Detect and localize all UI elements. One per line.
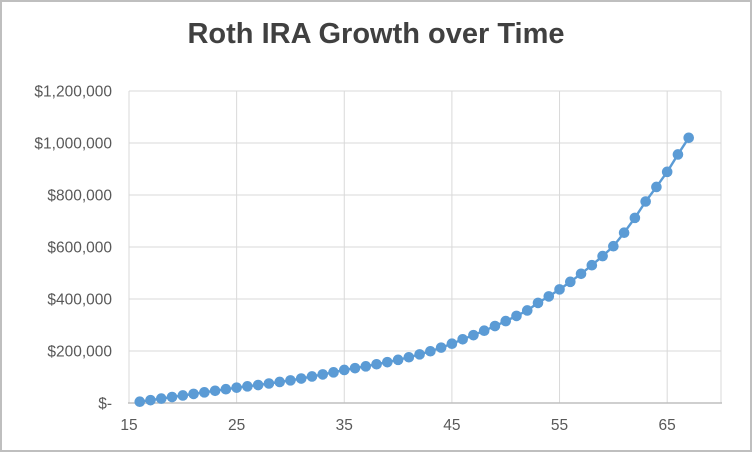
data-point [166, 391, 178, 403]
data-point [263, 378, 275, 389]
data-point [565, 276, 576, 288]
x-tick-label: 25 [228, 417, 245, 434]
data-point [683, 132, 695, 144]
data-point [317, 369, 329, 380]
data-point [661, 166, 673, 178]
data-point [511, 310, 522, 322]
data-point [672, 149, 684, 160]
data-point [403, 351, 415, 363]
y-tick-label: $1,000,000 [34, 136, 112, 153]
y-tick-label: $800,000 [47, 188, 112, 205]
data-point [521, 305, 533, 316]
data-point [651, 181, 662, 193]
data-point [360, 361, 372, 372]
data-point [177, 390, 189, 401]
y-tick-label: $200,000 [47, 344, 112, 361]
data-point [145, 394, 156, 406]
chart-title: Roth IRA Growth over Time [187, 18, 565, 50]
data-point [640, 196, 651, 207]
data-point [618, 227, 630, 238]
data-point [608, 240, 619, 252]
data-point [231, 382, 242, 393]
data-point [338, 364, 350, 376]
data-point [285, 375, 296, 386]
data-point [414, 349, 425, 360]
data-point [220, 383, 232, 395]
data-point [134, 396, 146, 408]
x-tick-label: 45 [443, 417, 460, 434]
y-tick-label: $1,200,000 [34, 84, 112, 101]
data-point [382, 356, 393, 368]
y-tick-label: $- [98, 396, 112, 413]
x-tick-label: 55 [551, 417, 568, 434]
y-tick-label: $400,000 [47, 292, 112, 309]
data-point [629, 212, 641, 224]
x-tick-label: 35 [336, 417, 353, 434]
data-point [532, 297, 544, 309]
data-point [500, 315, 512, 327]
data-point [543, 291, 555, 302]
data-point [328, 367, 339, 378]
data-point [468, 329, 479, 341]
data-point [489, 320, 501, 332]
data-point [425, 345, 436, 357]
data-point [274, 376, 285, 388]
data-point [349, 362, 361, 374]
data-point [586, 259, 598, 271]
data-point [306, 371, 318, 382]
data-point [199, 387, 210, 398]
data-point [252, 379, 264, 391]
data-point [188, 388, 199, 400]
data-point [575, 268, 587, 280]
y-tick-label: $600,000 [47, 240, 112, 257]
data-point [554, 284, 565, 295]
data-point [371, 358, 382, 370]
series-line [139, 137, 690, 403]
data-point [457, 334, 468, 345]
data-point [392, 354, 404, 366]
data-point [446, 338, 458, 350]
x-tick-label: 65 [659, 417, 676, 434]
data-point [242, 381, 253, 392]
data-point [597, 250, 608, 262]
data-point [295, 373, 307, 384]
data-point [155, 393, 167, 404]
data-point [209, 385, 221, 397]
data-point [478, 325, 490, 337]
data-point [435, 342, 447, 353]
x-tick-label: 15 [120, 417, 137, 434]
